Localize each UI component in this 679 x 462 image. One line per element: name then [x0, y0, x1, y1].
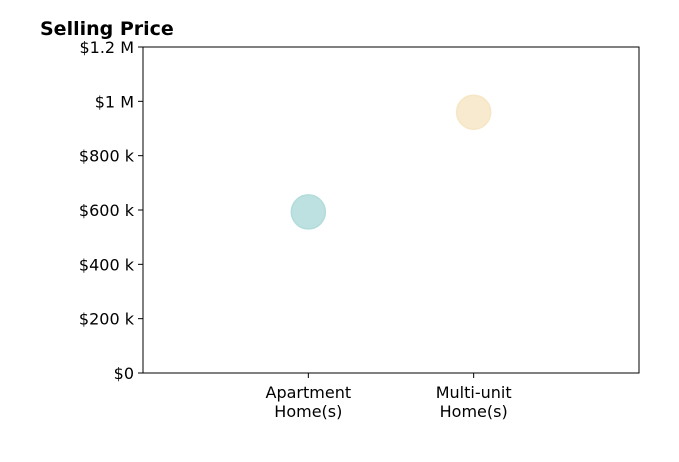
y-tick-label: $200 k [79, 310, 135, 329]
x-tick-label-line: Home(s) [274, 402, 342, 421]
y-tick-label: $800 k [79, 147, 135, 166]
x-tick-label-line: Apartment [266, 383, 352, 402]
plot-frame [142, 46, 640, 374]
chart-title: Selling Price [40, 18, 174, 40]
y-tick-label: $400 k [79, 255, 135, 274]
x-tick-label-line: Home(s) [440, 402, 508, 421]
y-tick-label: $0 [114, 364, 134, 383]
x-tick-label-line: Multi-unit [436, 383, 512, 402]
x-axis: Apartment Home(s)Multi-unit Home(s) [266, 373, 512, 421]
x-tick-label: Apartment Home(s) [266, 383, 352, 421]
data-points [290, 94, 492, 230]
y-axis: $0 $200 k $400 k $600 k $800 k $1 M $1.2 M [79, 38, 143, 383]
data-point [455, 94, 492, 130]
y-tick-label: $1 M [95, 92, 134, 111]
data-point [290, 194, 327, 230]
x-tick-label: Multi-unit Home(s) [436, 383, 512, 421]
y-tick-label: $1.2 M [79, 38, 134, 57]
y-tick-label: $600 k [79, 201, 135, 220]
